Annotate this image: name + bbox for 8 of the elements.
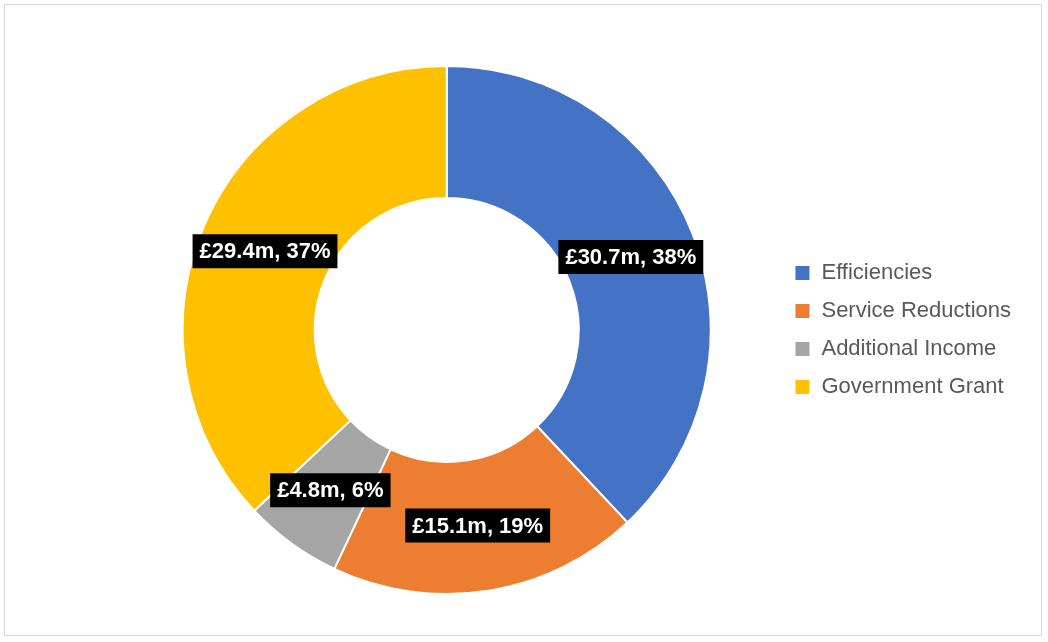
legend-label: Service Reductions [821, 297, 1012, 323]
legend-label: Additional Income [821, 335, 997, 361]
legend-label: Government Grant [821, 373, 1004, 399]
legend-label: Efficiencies [821, 259, 933, 285]
data-label: £15.1m, 19% [412, 512, 544, 538]
data-label: £4.8m, 6% [277, 477, 384, 503]
data-label: £30.7m, 38% [565, 244, 697, 270]
data-label: £29.4m, 37% [199, 238, 331, 264]
